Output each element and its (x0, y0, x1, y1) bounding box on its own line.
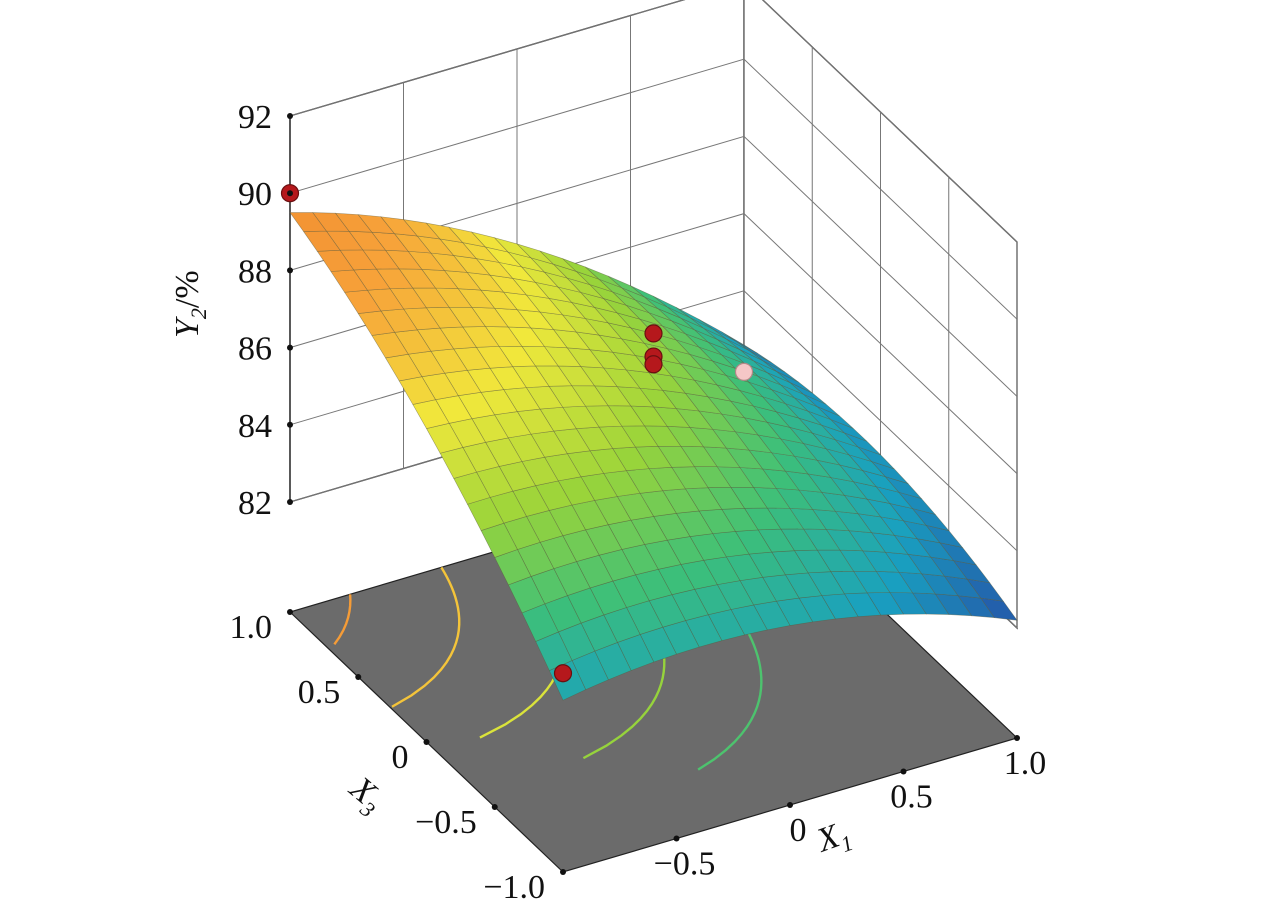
x3-tick-mark (560, 869, 566, 875)
z-axis-label: Y2/% (169, 270, 211, 338)
contour-line (333, 594, 352, 646)
x3-tick-label: −0.5 (415, 804, 477, 841)
z-tick-label: 84 (238, 408, 272, 445)
x1-tick-label: 0 (790, 812, 807, 849)
design-point (734, 362, 754, 381)
design-point (644, 324, 663, 343)
x1-axis-label: X1 (810, 814, 856, 865)
z-tick-label: 90 (238, 176, 272, 213)
x3-tick-mark (491, 804, 498, 810)
design-point (553, 664, 573, 683)
z-tick-mark (287, 344, 293, 351)
x3-tick-mark (423, 739, 430, 745)
x1-tick-mark (900, 768, 907, 775)
x3-tick-label: −1.0 (483, 869, 545, 906)
x1-tick-label: 1.0 (1004, 745, 1047, 782)
axis-labels: Y2/% X3 X1 (169, 270, 856, 865)
z-tick-label: 86 (238, 331, 272, 368)
z-tick-label: 82 (238, 485, 272, 522)
contour-line (391, 566, 461, 708)
x3-tick-label: 0.5 (298, 674, 341, 711)
design-points (280, 184, 754, 683)
x3-tick-label: 1.0 (230, 609, 273, 646)
wall-gridline (289, 0, 1018, 243)
x1-tick-mark (673, 835, 680, 842)
surface-patch (289, 212, 327, 232)
x1-tick-label: 0.5 (890, 779, 933, 816)
z-tick-mark (287, 499, 293, 505)
x3-tick-label: 0 (392, 739, 409, 776)
x1-tick-mark (787, 802, 793, 808)
z-tick-mark (287, 421, 293, 428)
z-tick-mark (287, 190, 293, 197)
x3-axis-label: X3 (338, 768, 391, 822)
x3-tick-mark (355, 674, 362, 680)
x3-tick-mark (287, 609, 293, 615)
design-point (644, 355, 663, 374)
x1-tick-label: −0.5 (654, 846, 716, 883)
x1-tick-mark (1014, 735, 1020, 741)
z-tick-mark (287, 267, 293, 274)
z-tick-mark (287, 113, 293, 119)
response-surface (289, 212, 1018, 701)
z-tick-label: 92 (238, 99, 272, 136)
z-tick-label: 88 (238, 253, 272, 290)
